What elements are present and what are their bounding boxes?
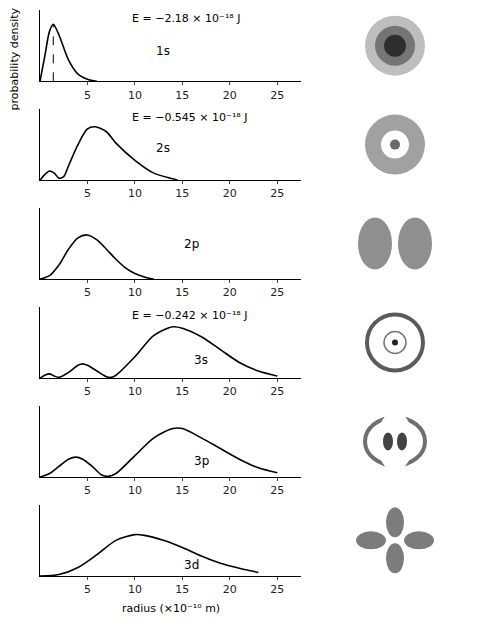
svg-text:5: 5 (84, 583, 91, 596)
svg-text:20: 20 (223, 286, 237, 299)
svg-text:15: 15 (175, 484, 189, 497)
svg-text:1s: 1s (156, 44, 170, 58)
svg-text:15: 15 (175, 583, 189, 596)
svg-text:20: 20 (223, 89, 237, 102)
svg-text:10: 10 (128, 89, 142, 102)
svg-text:10: 10 (128, 187, 142, 200)
svg-text:20: 20 (223, 187, 237, 200)
svg-text:20: 20 (223, 385, 237, 398)
svg-text:E = −0.545 × 10⁻¹⁸ J: E = −0.545 × 10⁻¹⁸ J (132, 111, 247, 124)
svg-text:15: 15 (175, 187, 189, 200)
svg-text:radius (×10⁻¹⁰ m): radius (×10⁻¹⁰ m) (122, 602, 220, 615)
svg-text:10: 10 (128, 484, 142, 497)
svg-text:E = −0.242 × 10⁻¹⁸ J: E = −0.242 × 10⁻¹⁸ J (132, 309, 247, 322)
svg-text:5: 5 (84, 187, 91, 200)
svg-text:probability density: probability density (8, 7, 21, 110)
svg-text:5: 5 (84, 385, 91, 398)
svg-text:25: 25 (270, 484, 284, 497)
svg-text:2p: 2p (184, 237, 199, 251)
svg-text:20: 20 (223, 484, 237, 497)
svg-text:10: 10 (128, 385, 142, 398)
svg-text:25: 25 (270, 583, 284, 596)
svg-text:2s: 2s (156, 141, 170, 155)
svg-text:E = −2.18 × 10⁻¹⁸ J: E = −2.18 × 10⁻¹⁸ J (132, 12, 240, 25)
svg-text:15: 15 (175, 385, 189, 398)
svg-text:5: 5 (84, 484, 91, 497)
svg-text:3d: 3d (184, 558, 199, 572)
svg-text:5: 5 (84, 89, 91, 102)
svg-text:25: 25 (270, 187, 284, 200)
svg-text:25: 25 (270, 286, 284, 299)
svg-text:15: 15 (175, 286, 189, 299)
svg-text:3s: 3s (194, 353, 208, 367)
svg-text:3p: 3p (194, 454, 209, 468)
svg-text:10: 10 (128, 286, 142, 299)
svg-text:10: 10 (128, 583, 142, 596)
svg-text:5: 5 (84, 286, 91, 299)
svg-text:20: 20 (223, 583, 237, 596)
svg-text:25: 25 (270, 89, 284, 102)
svg-text:15: 15 (175, 89, 189, 102)
svg-text:25: 25 (270, 385, 284, 398)
